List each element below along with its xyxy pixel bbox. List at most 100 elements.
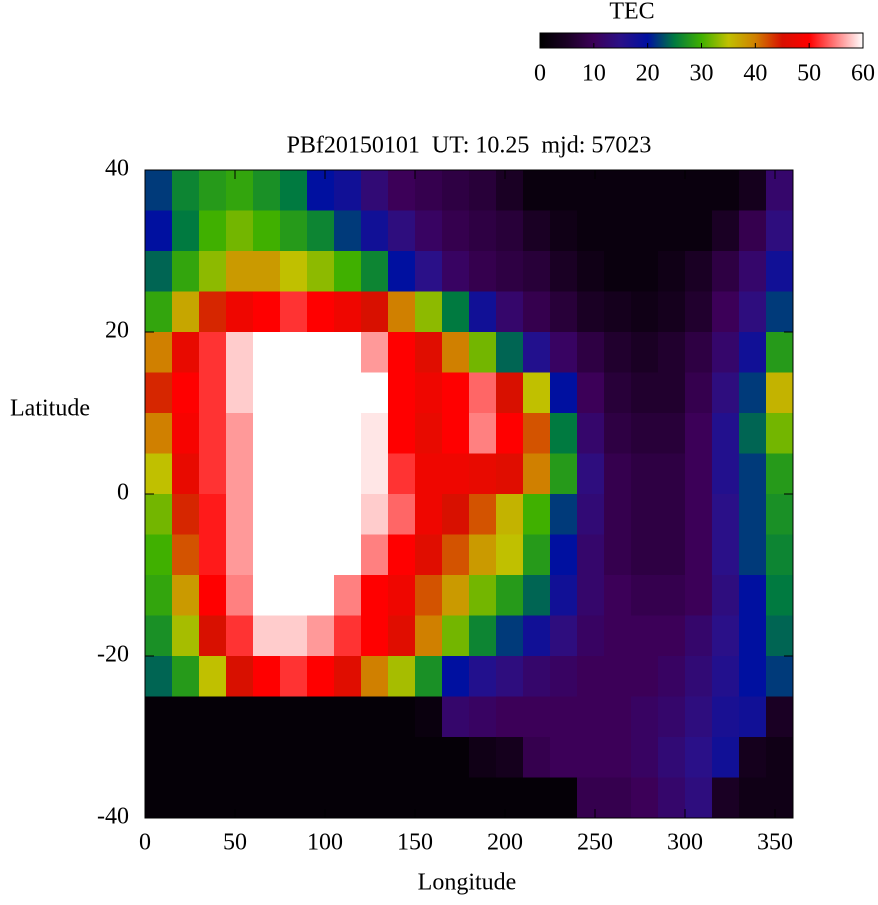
heat-cell <box>199 210 227 252</box>
heat-cell <box>388 777 416 819</box>
heat-cell <box>604 656 632 697</box>
heat-cell <box>415 494 443 535</box>
heat-cell <box>145 413 173 454</box>
heat-cell <box>415 332 443 373</box>
heat-cell <box>145 494 173 535</box>
heat-cell <box>442 251 470 292</box>
heat-cell <box>523 696 551 738</box>
heat-cell <box>469 291 497 333</box>
heat-cell <box>415 656 443 697</box>
heat-cell <box>577 656 605 697</box>
heat-cell <box>766 656 794 697</box>
heat-cell <box>631 656 659 697</box>
heat-cell <box>766 251 794 292</box>
heat-cell <box>523 656 551 697</box>
heat-cell <box>334 413 362 454</box>
heat-cell <box>415 696 443 738</box>
heat-cell <box>253 453 281 495</box>
heat-cell <box>253 737 281 778</box>
heat-cell <box>334 737 362 778</box>
heat-cell <box>307 575 335 616</box>
heat-cell <box>739 656 767 697</box>
heat-cell <box>685 372 713 414</box>
heat-cell <box>577 251 605 292</box>
heat-cell <box>685 656 713 697</box>
heat-cell <box>415 737 443 778</box>
heat-cell <box>145 332 173 373</box>
heat-cell <box>469 615 497 657</box>
heat-cell <box>739 332 767 373</box>
heat-cell <box>172 453 200 495</box>
heat-cell <box>307 494 335 535</box>
heat-cell <box>523 291 551 333</box>
colorbar-tick-label: 50 <box>797 61 821 87</box>
heat-cell <box>388 494 416 535</box>
heat-cell <box>496 453 524 495</box>
heat-cell <box>550 251 578 292</box>
heat-cell <box>604 575 632 616</box>
heat-cell <box>766 291 794 333</box>
heat-cell <box>172 170 200 211</box>
heat-cell <box>739 210 767 252</box>
heat-cell <box>550 615 578 657</box>
heat-cell <box>766 170 794 211</box>
heat-cell <box>469 656 497 697</box>
heat-cell <box>685 737 713 778</box>
y-axis-label: Latitude <box>10 396 90 422</box>
heat-cell <box>388 210 416 252</box>
heat-cell <box>739 494 767 535</box>
heat-cell <box>442 575 470 616</box>
heat-cell <box>388 372 416 414</box>
heat-cell <box>496 656 524 697</box>
colorbar-tick-label: 10 <box>582 61 606 87</box>
heat-cell <box>172 413 200 454</box>
heat-cell <box>280 372 308 414</box>
heat-cell <box>415 372 443 414</box>
heat-cell <box>766 777 794 819</box>
heat-cell <box>496 332 524 373</box>
heat-cell <box>766 210 794 252</box>
heat-cell <box>172 575 200 616</box>
colorbar-label: TEC <box>609 0 654 25</box>
x-tick-label: 150 <box>397 830 433 856</box>
heat-cell <box>334 291 362 333</box>
heat-cell <box>766 372 794 414</box>
heat-cell <box>415 575 443 616</box>
heat-cell <box>604 615 632 657</box>
y-tick-label: 40 <box>105 156 129 182</box>
heat-cell <box>712 453 740 495</box>
heat-cell <box>199 251 227 292</box>
heat-cell <box>442 737 470 778</box>
heat-cell <box>604 453 632 495</box>
heat-cell <box>685 494 713 535</box>
heat-cell <box>631 696 659 738</box>
heat-cell <box>712 210 740 252</box>
heat-cell <box>280 575 308 616</box>
heat-cell <box>442 656 470 697</box>
heat-cell <box>280 170 308 211</box>
heat-cell <box>577 737 605 778</box>
heat-cell <box>604 494 632 535</box>
heat-cell <box>712 291 740 333</box>
heat-cell <box>442 534 470 576</box>
heat-cell <box>631 453 659 495</box>
heat-cell <box>496 170 524 211</box>
heat-cell <box>496 413 524 454</box>
heat-cell <box>658 575 686 616</box>
heat-cell <box>577 615 605 657</box>
heat-cell <box>550 291 578 333</box>
heat-cell <box>199 615 227 657</box>
heat-cell <box>685 453 713 495</box>
heat-cell <box>199 534 227 576</box>
heat-cell <box>739 372 767 414</box>
heat-cell <box>631 251 659 292</box>
heat-cell <box>766 575 794 616</box>
heat-cell <box>199 332 227 373</box>
heat-cell <box>658 534 686 576</box>
y-tick-label: -40 <box>97 804 129 830</box>
heat-cell <box>496 251 524 292</box>
heat-cell <box>199 372 227 414</box>
heat-cell <box>280 615 308 657</box>
heat-cell <box>739 575 767 616</box>
